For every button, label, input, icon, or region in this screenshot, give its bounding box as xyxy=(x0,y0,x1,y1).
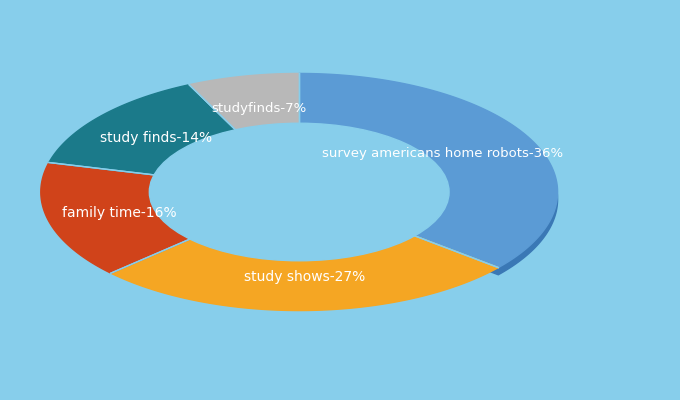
Polygon shape xyxy=(41,162,190,273)
Ellipse shape xyxy=(150,123,449,261)
Polygon shape xyxy=(299,74,558,268)
Text: studyfinds-7%: studyfinds-7% xyxy=(211,102,306,115)
Polygon shape xyxy=(49,85,235,175)
Text: study finds-14%: study finds-14% xyxy=(100,130,212,144)
Text: study shows-27%: study shows-27% xyxy=(244,270,366,284)
Polygon shape xyxy=(299,81,558,275)
Text: survey americans home robots-36%: survey americans home robots-36% xyxy=(322,147,563,160)
Text: family time-16%: family time-16% xyxy=(62,206,176,220)
Polygon shape xyxy=(189,74,299,130)
Polygon shape xyxy=(111,236,498,310)
